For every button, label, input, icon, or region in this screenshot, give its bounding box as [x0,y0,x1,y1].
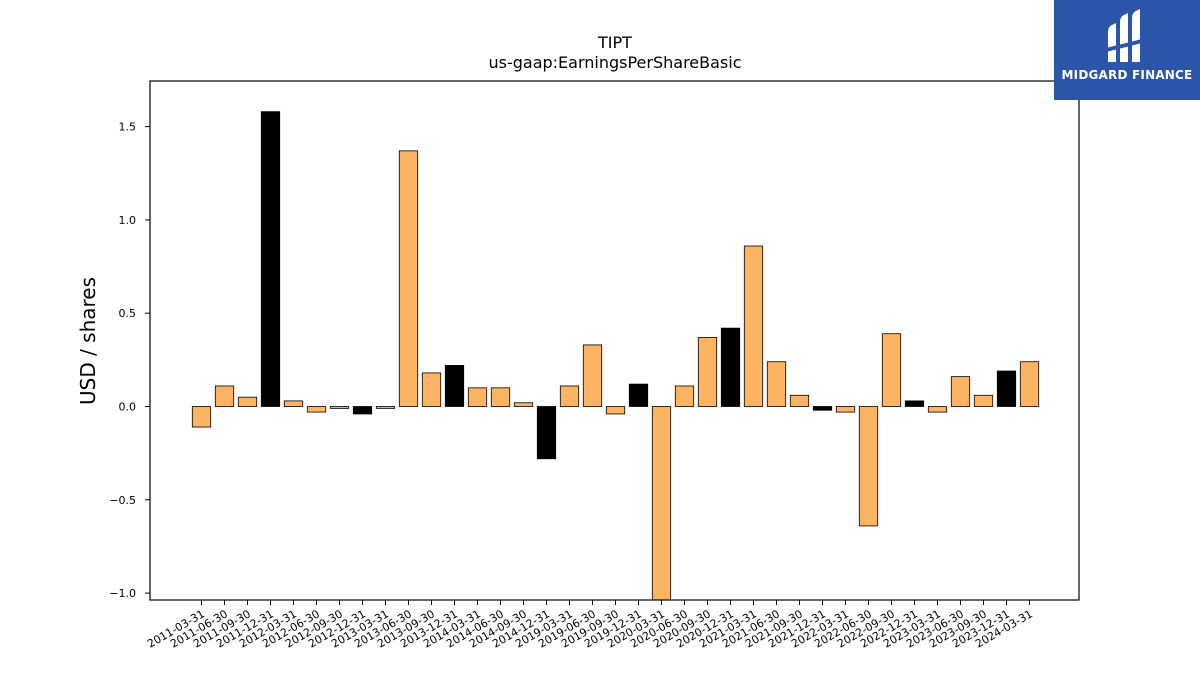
bar-2024-03-31 [1019,361,1040,407]
bar-2011-03-31 [191,406,212,428]
chart-title: TIPT [597,33,632,52]
bar-2023-06-30 [950,376,971,407]
bar-2023-03-31 [927,406,948,413]
midgard-logo-icon [1106,9,1146,62]
midgard-finance-logo: MIDGARD FINANCE [1054,0,1200,100]
bar-2019-12-31 [628,383,649,407]
bar-2021-09-30 [789,394,810,407]
bar-2011-06-30 [214,385,235,407]
chart-subtitle: us-gaap:EarningsPerShareBasic [488,53,741,72]
bar-2011-12-31 [260,111,281,407]
bar-2019-09-30 [605,406,626,415]
bar-2023-09-30 [973,394,994,407]
y-tick-label: 0.0 [119,401,137,414]
bar-2012-09-30 [329,406,350,409]
bar-2021-03-31 [743,245,764,407]
y-tick-label: 0.5 [119,307,137,320]
bar-2012-12-31 [352,406,373,415]
bar-2014-12-31 [536,406,557,460]
bar-2014-06-30 [490,387,511,407]
brand-name: MIDGARD FINANCE [1061,68,1193,82]
bar-2013-06-30 [398,150,419,407]
bars-group [191,111,1040,601]
bar-2013-03-31 [375,406,396,409]
bar-2022-12-31 [904,400,925,407]
y-tick-label: −1.0 [109,587,136,600]
plot-frame [149,80,1080,601]
bar-2020-09-30 [697,337,718,407]
bar-2012-06-30 [306,406,327,413]
bar-2020-03-31 [651,406,672,601]
bar-2019-03-31 [559,385,580,407]
bar-2020-12-31 [720,327,741,407]
bar-2014-03-31 [467,387,488,407]
y-axis-label: USD / shares [76,277,100,405]
bar-2014-09-30 [513,402,534,407]
bar-2022-03-31 [835,406,856,413]
bar-2011-09-30 [237,396,258,407]
bar-2013-09-30 [421,372,442,407]
bar-2012-03-31 [283,400,304,407]
bar-2023-12-31 [996,370,1017,407]
y-ticks-group: −1.0 −0.5 0.0 0.5 1.0 1.5 [109,121,150,600]
bar-2022-09-30 [881,333,902,407]
bar-2019-06-30 [582,344,603,407]
bar-2020-06-30 [674,385,695,407]
y-tick-label: 1.5 [119,121,137,134]
bar-2013-12-31 [444,365,465,407]
x-ticks-group: 2011-03-312011-06-302011-09-302011-12-31… [145,600,1035,651]
bar-2021-06-30 [766,361,787,407]
bar-2022-06-30 [858,406,879,527]
bar-2021-12-31 [812,406,833,411]
y-tick-label: 1.0 [119,214,137,227]
y-tick-label: −0.5 [109,494,136,507]
